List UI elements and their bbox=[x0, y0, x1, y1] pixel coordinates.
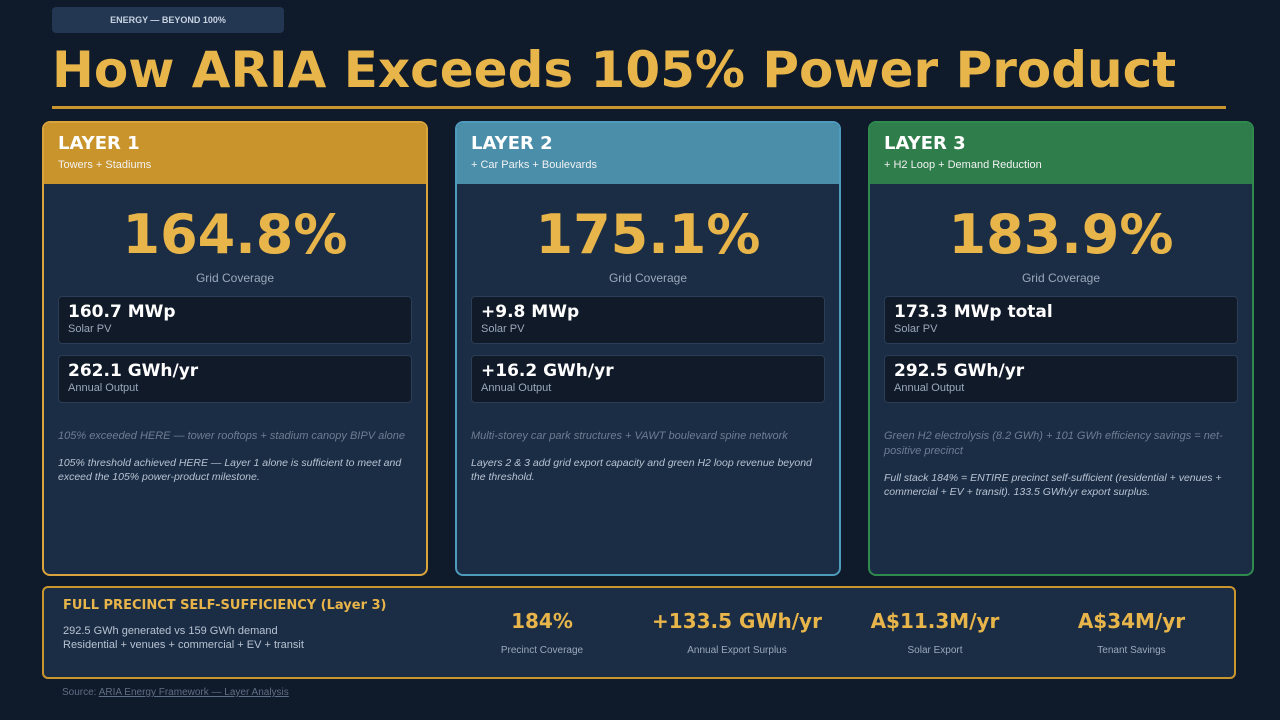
layer-3-note: Green H2 electrolysis (8.2 GWh) + 101 GW… bbox=[884, 430, 1223, 457]
layer-2-detail: Layers 2 & 3 add grid export capacity an… bbox=[471, 457, 812, 483]
summary-line-1: 292.5 GWh generated vs 159 GWh demand bbox=[63, 625, 278, 637]
summary-title: FULL PRECINCT SELF-SUFFICIENCY (Layer 3) bbox=[63, 598, 387, 613]
layer-1-coverage-label: Grid Coverage bbox=[195, 271, 275, 285]
layer-2-note: Multi-storey car park structures + VAWT … bbox=[471, 430, 788, 442]
layer-2-card: LAYER 2 + Car Parks + Boulevards 175.1% … bbox=[455, 121, 841, 576]
metric-export-surplus: +133.5 GWh/yr Annual Export Surplus bbox=[642, 608, 832, 656]
layer-3-output-stat: 292.5 GWh/yr Annual Output bbox=[884, 355, 1238, 403]
layer-1-heading: LAYER 1 bbox=[58, 133, 140, 154]
metric-label: Tenant Savings bbox=[1097, 645, 1166, 656]
layer-3-pv-label: Solar PV bbox=[894, 323, 938, 335]
metric-value: A$34M/yr bbox=[1077, 609, 1186, 633]
metric-value: +133.5 GWh/yr bbox=[652, 609, 822, 633]
metric-label: Precinct Coverage bbox=[500, 645, 584, 656]
layer-1-output-value: 262.1 GWh/yr bbox=[68, 361, 199, 381]
layer-1-header: LAYER 1 Towers + Stadiums bbox=[44, 123, 426, 184]
layer-1-detail: 105% threshold achieved HERE — Layer 1 a… bbox=[58, 457, 402, 483]
layer-3-coverage: 183.9% bbox=[948, 203, 1174, 266]
layer-1-card: LAYER 1 Towers + Stadiums 164.8% Grid Co… bbox=[42, 121, 428, 576]
layer-3-pv-stat: 173.3 MWp total Solar PV bbox=[884, 296, 1238, 344]
page-title: How ARIA Exceeds 105% Power Product bbox=[52, 41, 1177, 99]
layer-1-output-stat: 262.1 GWh/yr Annual Output bbox=[58, 355, 412, 403]
layer-3-header: LAYER 3 + H2 Loop + Demand Reduction bbox=[870, 123, 1252, 184]
layer-1-note: 105% exceeded HERE — tower rooftops + st… bbox=[58, 430, 405, 442]
layer-3-coverage-label: Grid Coverage bbox=[1021, 271, 1101, 285]
source-citation: Source: ARIA Energy Framework — Layer An… bbox=[62, 687, 289, 698]
layer-2-output-label: Annual Output bbox=[481, 382, 552, 394]
layer-1-pv-stat: 160.7 MWp Solar PV bbox=[58, 296, 412, 344]
layer-2-pv-label: Solar PV bbox=[481, 323, 525, 335]
metric-tenant-savings: A$34M/yr Tenant Savings bbox=[1059, 608, 1204, 656]
layer-2-pv-stat: +9.8 MWp Solar PV bbox=[471, 296, 825, 344]
metric-label: Annual Export Surplus bbox=[687, 645, 787, 656]
layer-2-header: LAYER 2 + Car Parks + Boulevards bbox=[457, 123, 839, 184]
layer-2-coverage: 175.1% bbox=[535, 203, 761, 266]
layer-2-output-stat: +16.2 GWh/yr Annual Output bbox=[471, 355, 825, 403]
section-tag: ENERGY — BEYOND 100% bbox=[52, 7, 284, 33]
layer-3-subtitle: + H2 Loop + Demand Reduction bbox=[884, 159, 1042, 171]
layer-3-heading: LAYER 3 bbox=[884, 133, 966, 154]
metric-solar-export: A$11.3M/yr Solar Export bbox=[860, 608, 1010, 656]
metric-value: 184% bbox=[511, 609, 573, 633]
layer-3-card: LAYER 3 + H2 Loop + Demand Reduction 183… bbox=[868, 121, 1254, 576]
summary-line-2: Residential + venues + commercial + EV +… bbox=[63, 639, 304, 651]
layer-3-pv-value: 173.3 MWp total bbox=[894, 302, 1053, 322]
summary-panel: FULL PRECINCT SELF-SUFFICIENCY (Layer 3)… bbox=[42, 586, 1236, 679]
layer-1-pv-label: Solar PV bbox=[68, 323, 112, 335]
layer-2-pv-value: +9.8 MWp bbox=[481, 302, 580, 322]
layer-3-detail: Full stack 184% = ENTIRE precinct self-s… bbox=[884, 472, 1222, 498]
layer-3-output-value: 292.5 GWh/yr bbox=[894, 361, 1025, 381]
layer-2-coverage-label: Grid Coverage bbox=[608, 271, 688, 285]
source-link[interactable]: ARIA Energy Framework — Layer Analysis bbox=[98, 687, 289, 698]
layer-3-output-label: Annual Output bbox=[894, 382, 965, 394]
layer-2-heading: LAYER 2 bbox=[471, 133, 553, 154]
layer-2-subtitle: + Car Parks + Boulevards bbox=[471, 159, 597, 171]
metric-precinct-coverage: 184% Precinct Coverage bbox=[472, 608, 612, 656]
metric-label: Solar Export bbox=[907, 645, 963, 656]
layer-1-coverage: 164.8% bbox=[122, 203, 348, 266]
layer-1-subtitle: Towers + Stadiums bbox=[58, 159, 152, 171]
layer-1-output-label: Annual Output bbox=[68, 382, 139, 394]
source-prefix: Source: bbox=[62, 687, 99, 698]
layer-1-pv-value: 160.7 MWp bbox=[68, 302, 176, 322]
metric-value: A$11.3M/yr bbox=[870, 609, 1000, 633]
layer-2-output-value: +16.2 GWh/yr bbox=[481, 361, 614, 381]
title-divider bbox=[52, 106, 1226, 109]
